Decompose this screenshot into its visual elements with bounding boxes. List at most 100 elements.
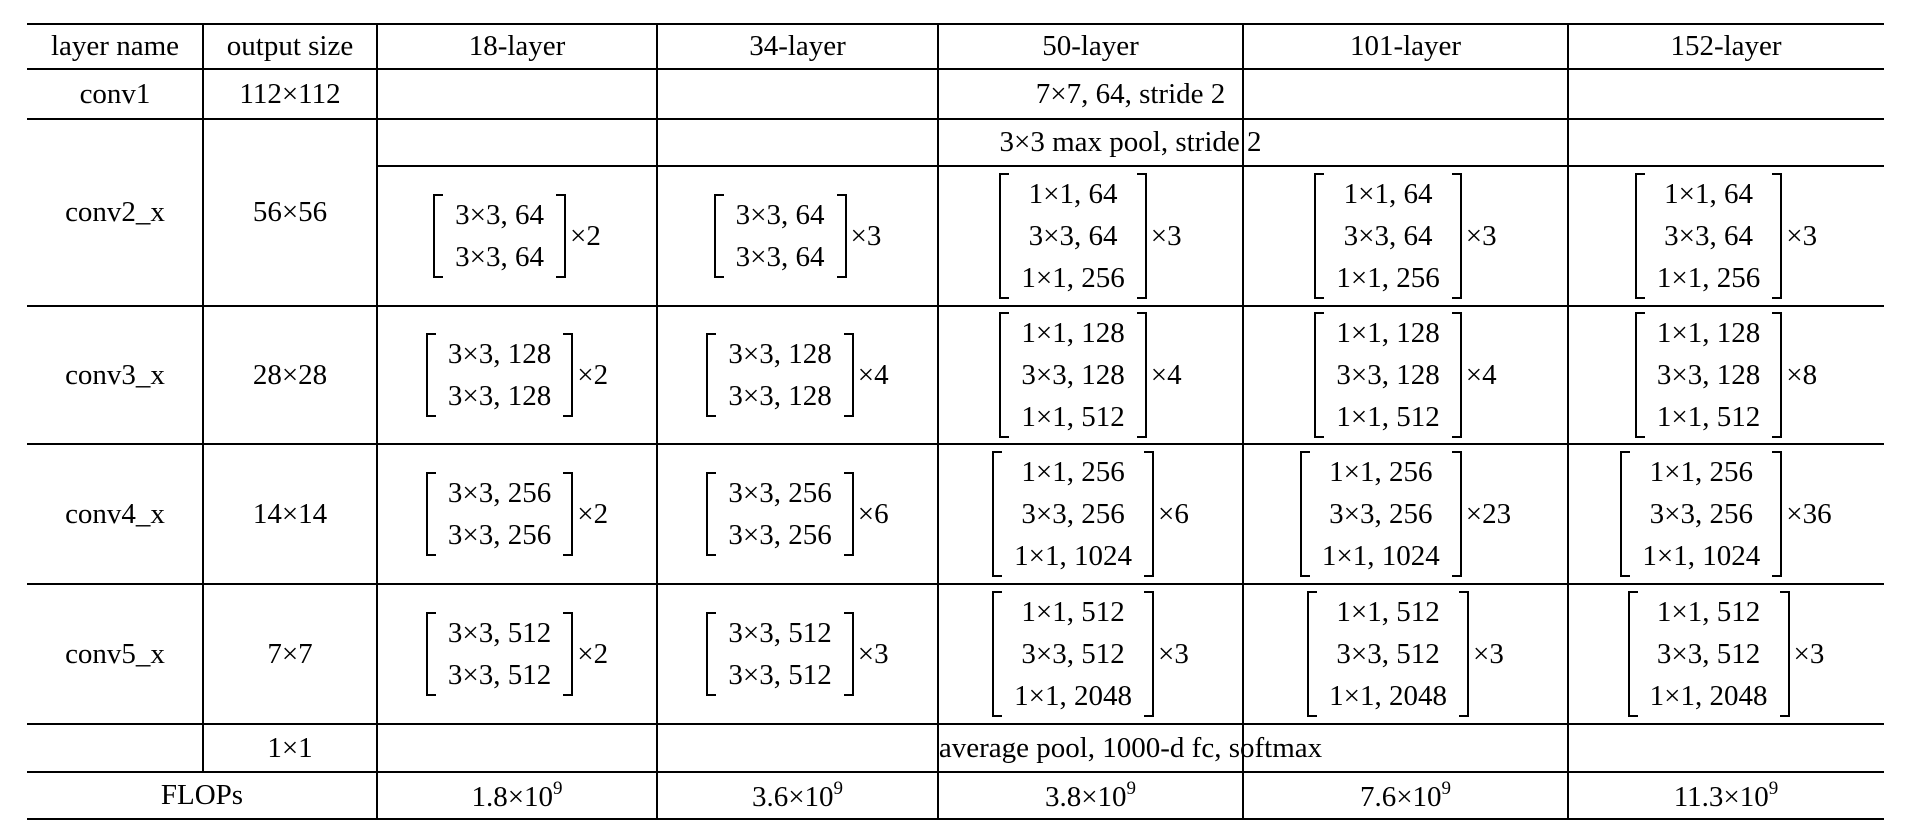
flops-label: FLOPs: [160, 779, 244, 811]
layer-spec: 3×3, 64: [455, 241, 544, 273]
left-bracket: [1307, 591, 1318, 717]
layer-spec: 1×1, 256: [1329, 456, 1433, 488]
rule: [202, 24, 204, 772]
left-bracket: [706, 333, 717, 417]
left-bracket: [713, 194, 724, 278]
output-size: 7×7: [267, 637, 313, 670]
block: 3×3, 512 3×3, 512 ×2: [425, 612, 609, 696]
block-lines: 1×1, 128 3×3, 128 1×1, 512: [1324, 312, 1451, 438]
bracket: 1×1, 256 3×3, 256 1×1, 1024: [992, 451, 1154, 577]
block-lines: 3×3, 256 3×3, 256: [436, 472, 563, 556]
layer-spec: 3×3, 256: [1649, 498, 1753, 530]
repeat-count: ×3: [850, 219, 882, 252]
block: 1×1, 64 3×3, 64 1×1, 256 ×3: [1634, 173, 1818, 299]
left-bracket: [1627, 591, 1638, 717]
layer-spec: 3×3, 256: [447, 519, 552, 551]
repeat-count: ×4: [1465, 358, 1497, 391]
repeat-count: ×3: [1793, 637, 1825, 670]
block-cell: 1×1, 512 3×3, 512 1×1, 2048 ×3: [1243, 584, 1568, 724]
block-lines: 1×1, 512 3×3, 512 1×1, 2048: [1317, 591, 1459, 717]
block-cell: 3×3, 64 3×3, 64 ×3: [657, 166, 938, 306]
block-cell: 1×1, 64 3×3, 64 1×1, 256 ×3: [938, 166, 1243, 306]
layer-spec: 3×3, 128: [1656, 359, 1761, 391]
header-cell: output size: [226, 30, 354, 62]
right-bracket: [563, 333, 574, 417]
block-cell: 1×1, 512 3×3, 512 1×1, 2048 ×3: [1568, 584, 1884, 724]
block-lines: 3×3, 128 3×3, 128: [436, 333, 563, 417]
bracket: 3×3, 64 3×3, 64: [433, 194, 566, 278]
right-bracket: [1451, 173, 1462, 299]
repeat-count: ×2: [577, 637, 609, 670]
layer-spec: 3×3, 64: [1664, 220, 1753, 252]
left-bracket: [425, 472, 436, 556]
bracket: 3×3, 256 3×3, 256: [706, 472, 854, 556]
header-cell: 101-layer: [1349, 30, 1462, 62]
layer-spec: 3×3, 512: [1336, 638, 1440, 670]
block-cell: 1×1, 128 3×3, 128 1×1, 512 ×8: [1568, 306, 1884, 444]
layer-spec: 3×3, 128: [447, 338, 552, 370]
block-lines: 3×3, 64 3×3, 64: [443, 194, 556, 278]
left-bracket: [1314, 312, 1325, 438]
bracket: 1×1, 256 3×3, 256 1×1, 1024: [1620, 451, 1783, 577]
left-bracket: [999, 173, 1010, 299]
layer-spec: 1×1, 128: [1336, 317, 1440, 349]
left-bracket: [999, 312, 1010, 438]
layer-spec: 1×1, 512: [1336, 401, 1440, 433]
flops-exponent: 9: [1441, 777, 1452, 799]
bracket: 3×3, 128 3×3, 128: [706, 333, 854, 417]
flops-number: 7.6×109: [1360, 778, 1451, 814]
right-bracket: [1772, 173, 1783, 299]
bracket: 1×1, 64 3×3, 64 1×1, 256: [999, 173, 1147, 299]
right-bracket: [843, 333, 854, 417]
layer-spec: 1×1, 128: [1021, 317, 1125, 349]
bracket: 1×1, 128 3×3, 128 1×1, 512: [1634, 312, 1783, 438]
layer-spec: 3×3, 64: [735, 241, 825, 273]
right-bracket: [1451, 451, 1462, 577]
layer-spec: 1×1, 512: [1021, 401, 1125, 433]
layer-spec: 3×3, 512: [447, 617, 552, 649]
block: 3×3, 256 3×3, 256 ×6: [706, 472, 889, 556]
repeat-count: ×3: [857, 637, 889, 670]
block-cell: 3×3, 128 3×3, 128 ×4: [657, 306, 938, 444]
layer-spec: 3×3, 256: [447, 477, 552, 509]
layer-spec: 3×3, 128: [1021, 359, 1125, 391]
block: 1×1, 128 3×3, 128 1×1, 512 ×4: [999, 312, 1182, 438]
layer-spec: 3×3, 256: [1329, 498, 1433, 530]
repeat-count: ×3: [1786, 219, 1818, 252]
block: 1×1, 512 3×3, 512 1×1, 2048 ×3: [1307, 591, 1504, 717]
block-lines: 1×1, 256 3×3, 256 1×1, 1024: [1002, 451, 1144, 577]
rule: [376, 24, 378, 819]
block-lines: 1×1, 512 3×3, 512 1×1, 2048: [1002, 591, 1144, 717]
repeat-count: ×4: [1150, 358, 1182, 391]
spanning-cell: 7×7, 64, stride 2: [1035, 77, 1226, 110]
layer-spec: 3×3, 512: [728, 659, 832, 691]
block: 3×3, 64 3×3, 64 ×3: [713, 194, 882, 278]
rule: [27, 68, 1884, 70]
right-bracket: [556, 194, 566, 278]
layer-spec: 1×1, 64: [1343, 178, 1433, 210]
layer-spec: 1×1, 512: [1336, 596, 1440, 628]
right-bracket: [563, 612, 574, 696]
right-bracket: [1136, 312, 1147, 438]
rule: [27, 443, 1884, 445]
layer-spec: 3×3, 256: [728, 519, 832, 551]
block: 1×1, 128 3×3, 128 1×1, 512 ×4: [1314, 312, 1497, 438]
repeat-count: ×3: [1473, 637, 1504, 670]
flops-exponent: 9: [1126, 777, 1137, 799]
flops-value: 1.8×109: [377, 772, 657, 819]
flops-exponent: 9: [553, 777, 563, 799]
block-cell: 3×3, 512 3×3, 512 ×2: [377, 584, 657, 724]
block: 1×1, 64 3×3, 64 1×1, 256 ×3: [1314, 173, 1497, 299]
flops-base: 1.8×10: [471, 780, 554, 813]
layer-spec: 1×1, 512: [1021, 596, 1125, 628]
flops-exponent: 9: [833, 777, 844, 799]
block-lines: 1×1, 64 3×3, 64 1×1, 256: [1324, 173, 1451, 299]
right-bracket: [1451, 312, 1462, 438]
layer-spec: 1×1, 64: [1664, 178, 1753, 210]
block-cell: 3×3, 512 3×3, 512 ×3: [657, 584, 938, 724]
block-lines: 1×1, 64 3×3, 64 1×1, 256: [1645, 173, 1772, 299]
flops-number: 3.8×109: [1045, 778, 1136, 814]
right-bracket: [843, 612, 854, 696]
layer-spec: 1×1, 1024: [1642, 540, 1761, 572]
block-cell: 1×1, 128 3×3, 128 1×1, 512 ×4: [1243, 306, 1568, 444]
